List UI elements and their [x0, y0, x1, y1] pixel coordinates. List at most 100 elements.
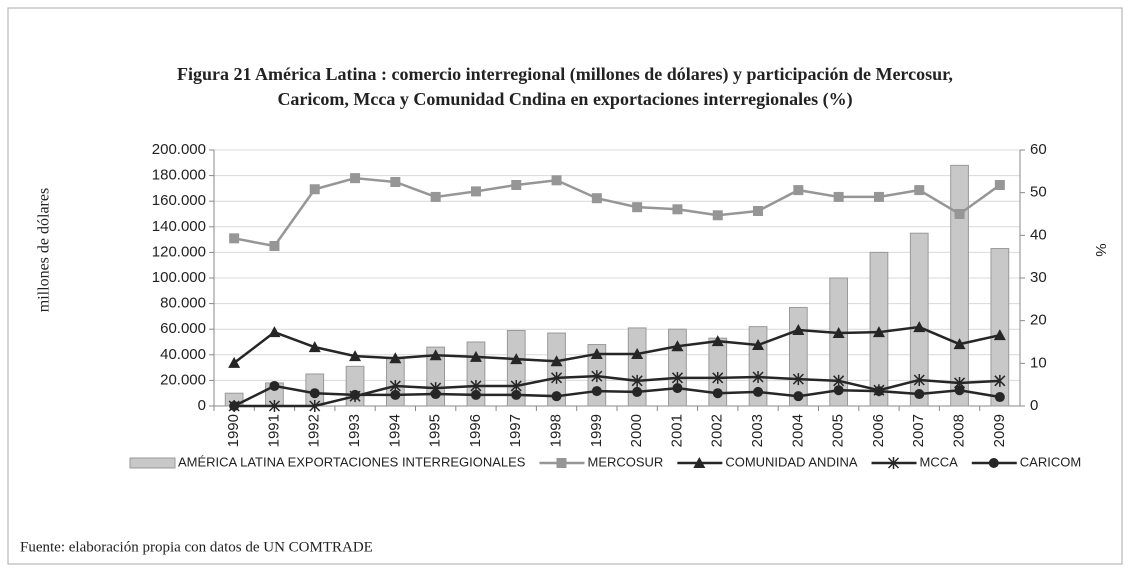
legend-marker	[988, 458, 999, 468]
x-tick-label: 2008	[951, 414, 968, 447]
line	[233, 384, 1001, 408]
marker	[269, 380, 280, 391]
y2-tick-label: 20	[1030, 312, 1047, 329]
marker	[390, 177, 401, 187]
frame	[7, 7, 1123, 565]
x-tick-label: 1999	[588, 414, 605, 447]
marker	[793, 391, 804, 402]
bar	[829, 277, 849, 407]
legend-label: COMUNIDAD ANDINA	[725, 454, 858, 469]
bar	[426, 346, 446, 407]
marker	[590, 347, 603, 359]
y-tick-label: 180.000	[152, 167, 206, 184]
bar	[748, 326, 768, 407]
marker	[591, 370, 603, 383]
bar	[950, 164, 969, 407]
marker	[993, 329, 1006, 341]
marker	[712, 371, 724, 384]
marker	[632, 386, 643, 397]
source-note: Fuente: elaboración propia con datos de …	[20, 539, 373, 555]
bar	[547, 332, 566, 407]
marker	[390, 389, 401, 400]
marker	[556, 458, 567, 468]
marker	[994, 374, 1006, 387]
marker	[551, 391, 562, 402]
y2-tick-label: 10	[1030, 354, 1047, 371]
marker	[350, 173, 361, 184]
marker	[873, 386, 884, 397]
marker	[269, 241, 280, 251]
marker	[988, 458, 999, 468]
y2-tick-label: 40	[1030, 226, 1047, 243]
legend-label: CARICOM	[1020, 454, 1081, 469]
marker	[268, 400, 280, 412]
x-tick-label: 2001	[668, 414, 685, 447]
y-tick-label: 60.000	[160, 320, 206, 337]
marker	[832, 327, 845, 339]
marker	[914, 389, 925, 400]
x-tick-label: 2004	[789, 414, 806, 447]
x-tick-label: 2006	[870, 414, 887, 447]
x-tick-label: 2007	[910, 414, 927, 447]
y2-axis-label: %	[1092, 243, 1109, 256]
x-tick-label: 1997	[507, 414, 524, 447]
marker	[792, 373, 804, 386]
x-tick-label: 2000	[628, 414, 645, 447]
marker	[429, 349, 442, 361]
marker	[833, 385, 844, 396]
bar	[627, 327, 647, 407]
y-tick-label: 200.000	[152, 141, 206, 158]
marker	[511, 389, 522, 400]
marker	[954, 385, 965, 396]
marker	[229, 233, 240, 244]
marker	[913, 321, 926, 333]
marker	[591, 386, 602, 397]
marker	[551, 371, 563, 384]
legend-label: MERCOSUR	[587, 454, 663, 469]
marker	[268, 326, 281, 338]
x-tick-label: 1998	[548, 414, 565, 447]
marker	[914, 185, 925, 196]
legend-label: AMÉRICA LATINA EXPORTACIONES INTERREGION…	[178, 454, 526, 469]
y-tick-label: 20.000	[160, 371, 206, 388]
marker	[228, 356, 241, 368]
y-tick-label: 40.000	[160, 346, 206, 363]
marker	[994, 392, 1005, 403]
marker	[550, 355, 563, 367]
marker	[712, 210, 723, 221]
marker	[711, 335, 724, 347]
marker	[309, 400, 321, 412]
marker	[672, 383, 683, 394]
y-tick-label: 100.000	[152, 269, 206, 286]
y2-tick-label: 0	[1030, 397, 1038, 414]
y-tick-label: 0	[198, 397, 206, 414]
marker	[470, 186, 481, 197]
marker	[833, 191, 844, 202]
marker	[591, 193, 602, 204]
legend-label: MCCA	[920, 454, 959, 469]
x-tick-label: 1991	[265, 414, 282, 447]
marker	[792, 324, 805, 336]
marker	[954, 209, 965, 219]
marker	[470, 389, 481, 400]
marker	[672, 204, 683, 215]
y-axis-label: millones de dólares	[36, 188, 53, 312]
marker	[833, 374, 845, 387]
marker	[693, 457, 706, 468]
marker	[389, 352, 402, 364]
bar	[909, 232, 929, 407]
y-tick-label: 140.000	[152, 218, 206, 235]
x-tick-label: 2003	[749, 414, 766, 447]
x-tick-label: 2002	[709, 414, 726, 447]
marker	[872, 326, 885, 338]
x-tick-label: 1992	[306, 414, 323, 447]
marker	[887, 457, 900, 469]
legend-marker	[556, 458, 567, 468]
y2-tick-label: 50	[1030, 184, 1047, 201]
marker	[631, 374, 643, 387]
line	[233, 176, 1001, 248]
x-tick-label: 1995	[427, 414, 444, 447]
bar	[990, 248, 1010, 407]
marker	[752, 338, 765, 350]
legend-marker	[887, 457, 900, 469]
